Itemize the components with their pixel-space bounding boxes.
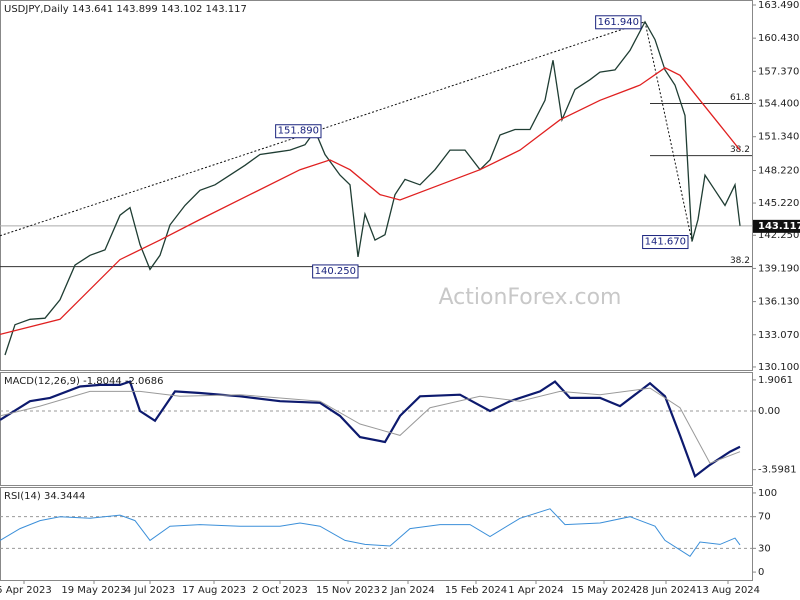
x-tick-label: 13 Aug 2024 (696, 585, 760, 596)
y-tick-label: 136.130 (758, 297, 799, 308)
price-annotation: 140.250 (315, 266, 356, 277)
fib-label: 61.8 (730, 93, 750, 103)
y-tick-label: 151.340 (758, 132, 799, 143)
y-tick-label: 154.400 (758, 99, 799, 110)
series-line (0, 387, 741, 464)
x-tick-label: 15 May 2024 (571, 585, 636, 596)
x-tick-label: 2 Oct 2023 (252, 585, 307, 596)
y-tick-label: 1.9061 (758, 375, 793, 386)
trendline (0, 21, 646, 237)
y-tick-label: 157.370 (758, 66, 799, 77)
series-line (0, 508, 741, 557)
y-tick-label: 145.220 (758, 198, 799, 209)
y-tick-label: 70 (758, 512, 771, 523)
panel-frame (0, 372, 753, 486)
x-tick-label: 5 Apr 2023 (0, 585, 52, 596)
x-tick-label: 2 Jan 2024 (381, 585, 435, 596)
y-tick-label: 0 (758, 567, 764, 578)
annotation-box (312, 264, 359, 279)
x-tick-label: 15 Feb 2024 (445, 585, 507, 596)
annotation-box (275, 124, 322, 139)
y-tick-label: 133.070 (758, 330, 799, 341)
y-tick-label: 142.250 (758, 230, 799, 241)
x-tick-label: 17 Aug 2023 (182, 585, 246, 596)
last-price-label: 143.117 (758, 221, 800, 232)
y-tick-label: 100 (758, 488, 777, 499)
y-tick-label: 0.00 (758, 406, 780, 417)
y-tick-label: 148.220 (758, 166, 799, 177)
price-annotation: 151.890 (278, 126, 319, 137)
x-tick-label: 1 Apr 2024 (508, 585, 563, 596)
x-tick-label: 19 May 2023 (61, 585, 126, 596)
y-tick-label: -3.5981 (758, 465, 797, 476)
y-tick-label: 139.190 (758, 263, 799, 274)
y-tick-label: 30 (758, 543, 771, 554)
annotation-box (642, 235, 689, 250)
series-line (0, 67, 741, 336)
panel-frame (0, 487, 753, 581)
watermark: ActionForex.com (439, 285, 622, 310)
panel-frame (0, 0, 753, 371)
x-tick-label: 28 Jun 2024 (636, 585, 696, 596)
panel-title: USDJPY,Daily 143.641 143.899 143.102 143… (4, 4, 247, 15)
trendline (644, 21, 693, 242)
annotation-box (595, 15, 642, 30)
price-annotation: 161.940 (598, 17, 639, 28)
last-price-box (753, 219, 800, 233)
panel-title: MACD(12,26,9) -1.8044 -2.0686 (4, 376, 164, 387)
x-tick-label: 4 Jul 2023 (125, 585, 175, 596)
y-tick-label: 163.490 (758, 0, 799, 11)
price-annotation: 141.670 (645, 237, 686, 248)
y-tick-label: 130.100 (758, 362, 799, 373)
y-tick-label: 160.430 (758, 33, 799, 44)
panel-title: RSI(14) 34.3444 (4, 491, 85, 502)
fib-label: 38.2 (730, 256, 750, 266)
x-tick-label: 15 Nov 2023 (316, 585, 380, 596)
series-line (0, 380, 741, 478)
